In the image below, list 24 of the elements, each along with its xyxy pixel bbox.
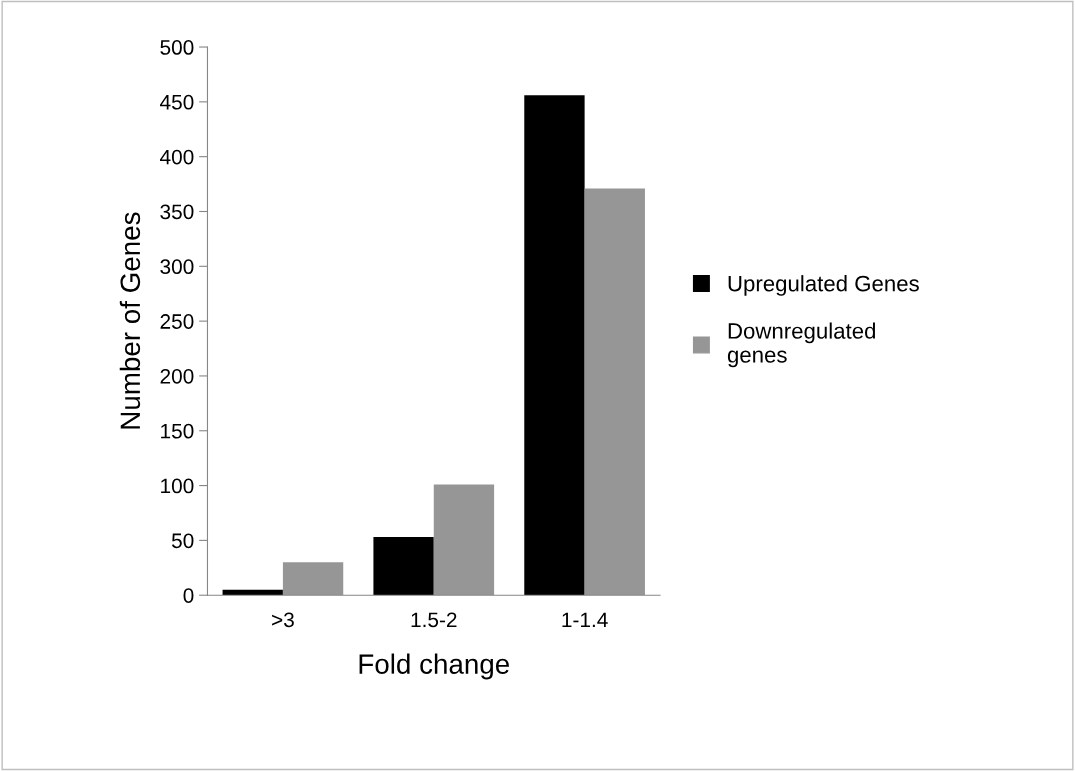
- y-tick-label: 250: [160, 314, 194, 329]
- y-tick-label: 300: [160, 259, 194, 275]
- y-tick-label: 150: [161, 423, 194, 439]
- y-tick-label: 400: [160, 149, 194, 165]
- y-tick-label: 100: [161, 478, 194, 494]
- x-tick-label: 1.5-2: [411, 612, 457, 628]
- bar: [282, 562, 344, 596]
- bar: [524, 95, 585, 596]
- bar: [433, 484, 495, 596]
- y-tick-label: 0: [183, 588, 194, 603]
- y-axis-title: Number of Genes: [119, 212, 141, 429]
- legend-label: Downregulated genes: [727, 322, 876, 368]
- y-tick-label: 500: [160, 40, 194, 55]
- bar: [373, 537, 434, 596]
- bar: [584, 188, 645, 596]
- x-tick-label: >3: [272, 612, 294, 628]
- x-tick-label: 1-1.4: [562, 612, 608, 627]
- x-axis-title: Fold change: [359, 653, 509, 680]
- y-tick-label: 200: [160, 368, 194, 384]
- y-tick-label: 50: [171, 533, 194, 549]
- y-tick-label: 450: [160, 94, 194, 110]
- legend-label: Upregulated Genes: [728, 275, 919, 296]
- y-tick-label: 350: [160, 204, 194, 220]
- bar: [222, 589, 283, 596]
